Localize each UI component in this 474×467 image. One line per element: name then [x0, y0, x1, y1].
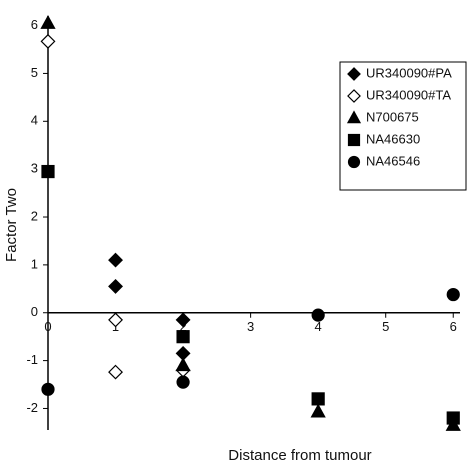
point	[40, 33, 56, 49]
point	[108, 364, 123, 380]
y-tick-label: 3	[31, 161, 38, 176]
point	[108, 312, 123, 328]
point	[446, 287, 460, 302]
point	[108, 278, 123, 294]
point	[108, 252, 123, 268]
point	[446, 411, 460, 425]
point	[175, 312, 191, 328]
legend-label: N700675	[366, 109, 419, 124]
y-tick-label: 2	[31, 208, 38, 223]
legend-label: NA46630	[366, 131, 420, 146]
point	[311, 392, 325, 406]
y-tick-label: 5	[31, 65, 38, 80]
y-tick-label: 1	[31, 256, 38, 271]
y-tick-label: 0	[31, 304, 38, 319]
legend-marker	[347, 67, 361, 81]
point	[310, 403, 326, 418]
x-tick-label: 5	[382, 319, 389, 334]
point	[41, 164, 55, 179]
point	[176, 375, 190, 389]
point	[175, 357, 191, 372]
y-tick-label: 4	[31, 113, 38, 128]
point	[311, 308, 325, 322]
y-axis-title: Factor Two	[3, 188, 20, 262]
y-tick-label: 6	[31, 17, 38, 32]
x-tick-label: 3	[247, 319, 254, 334]
point	[176, 330, 190, 344]
x-axis-title: Distance from tumour	[228, 447, 371, 464]
point	[40, 15, 56, 29]
legend-box	[339, 61, 467, 191]
legend-label: NA46546	[366, 153, 420, 168]
legend-label: UR340090#TA	[366, 87, 451, 102]
y-tick-label: -2	[26, 400, 38, 415]
legend-marker	[347, 89, 361, 103]
legend-marker	[347, 133, 361, 147]
y-tick-label: -1	[26, 352, 38, 367]
legend-marker	[347, 155, 361, 169]
x-tick-label: 6	[450, 319, 457, 334]
point	[41, 382, 55, 396]
x-tick-label: 0	[44, 319, 51, 334]
legend-marker	[346, 110, 362, 124]
legend-label: UR340090#PA	[366, 65, 452, 80]
x-tick-label: 4	[315, 319, 322, 334]
